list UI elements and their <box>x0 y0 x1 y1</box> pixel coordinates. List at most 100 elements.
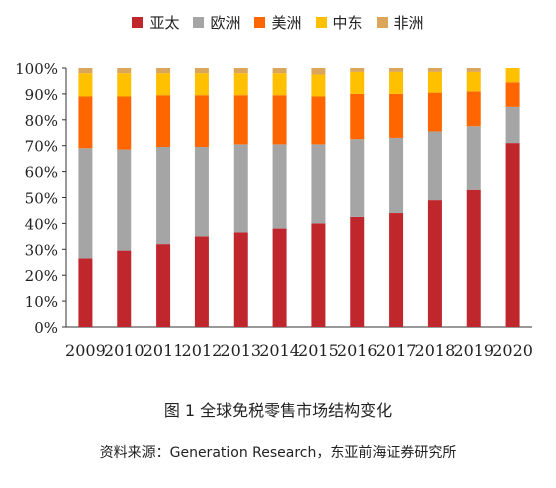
y-tick-label: 100% <box>15 60 58 78</box>
bar-segment <box>117 73 132 97</box>
legend-swatch <box>315 17 327 28</box>
y-tick-label: 30% <box>25 241 58 259</box>
bar-segment <box>505 106 520 144</box>
x-tick-label: 2014 <box>259 341 300 360</box>
x-tick-label: 2017 <box>376 341 417 360</box>
bar-segment <box>311 68 326 75</box>
bar-segment <box>233 73 248 96</box>
bar-segment <box>156 73 171 96</box>
figure-source: 资料来源：Generation Research，东亚前海证券研究所 <box>99 445 457 461</box>
legend-label: 欧洲 <box>210 14 241 32</box>
y-tick-label: 70% <box>25 138 58 156</box>
bar-segment <box>505 82 520 107</box>
y-tick-label: 90% <box>25 86 58 104</box>
bar-segment <box>117 250 132 327</box>
bar-segment <box>117 68 132 74</box>
chart-figure: 亚太 欧洲 美洲 中东 非洲 0% 10% 20% 30% 40% 50% 60% 70% 80% 90%… <box>0 12 556 360</box>
bar-segment <box>389 71 404 94</box>
bar-segment <box>466 126 481 190</box>
bar-segment <box>466 189 481 327</box>
bar-segment <box>117 149 132 251</box>
legend-label: 中东 <box>332 14 363 32</box>
legend-item: 美洲 <box>254 12 302 33</box>
bar-segment <box>156 68 171 74</box>
legend-item: 非洲 <box>376 12 424 33</box>
bar-segment <box>389 137 404 214</box>
x-tick-label: 2011 <box>143 341 184 360</box>
y-tick-label: 20% <box>25 267 58 285</box>
bar-segment <box>156 244 171 327</box>
bar-segment <box>272 68 287 74</box>
bar-segment <box>350 93 365 140</box>
bar-segment <box>311 144 326 224</box>
bar-segment <box>194 68 209 74</box>
bar-segment <box>466 71 481 92</box>
bar-segment <box>389 213 404 327</box>
legend-item: 中东 <box>315 12 363 33</box>
bar-segment <box>233 95 248 145</box>
y-tick-label: 80% <box>25 112 58 130</box>
legend-label: 亚太 <box>149 14 180 32</box>
figure-caption: 图 1 全球免税零售市场结构变化 <box>163 401 393 420</box>
bar-segment <box>427 71 442 93</box>
bar-segment <box>78 148 93 259</box>
bar-segment <box>117 96 132 150</box>
bar-segment <box>389 93 404 138</box>
bar-segment <box>194 236 209 327</box>
bar-segment <box>350 139 365 217</box>
x-tick-label: 2013 <box>220 341 261 360</box>
bar-segment <box>272 95 287 145</box>
legend-label: 美洲 <box>271 14 302 32</box>
y-tick-label: 10% <box>25 293 58 311</box>
x-tick-label: 2016 <box>337 341 378 360</box>
bar-segment <box>311 96 326 145</box>
y-tick-label: 0% <box>34 319 58 337</box>
bar-segment <box>156 146 171 245</box>
x-tick-label: 2015 <box>298 341 339 360</box>
chart-legend: 亚太 欧洲 美洲 中东 非洲 <box>0 12 556 33</box>
x-tick-label: 2019 <box>453 341 494 360</box>
y-tick-label: 60% <box>25 164 58 182</box>
bar-segment <box>233 144 248 233</box>
legend-label: 非洲 <box>393 14 424 32</box>
bar-segment <box>272 144 287 229</box>
bar-segment <box>505 143 520 327</box>
y-tick-label: 50% <box>25 190 58 208</box>
x-tick-label: 2020 <box>492 341 533 360</box>
bar-segment <box>427 131 442 201</box>
chart-plot: 0%10%20%30%40%50%60%70%80%90%100%2009201… <box>15 60 533 360</box>
bar-segment <box>272 228 287 327</box>
bar-segment <box>78 73 93 97</box>
bar-segment <box>272 73 287 96</box>
x-tick-label: 2009 <box>65 341 106 360</box>
bar-segment <box>311 223 326 327</box>
legend-swatch <box>132 17 144 28</box>
bar-segment <box>466 68 481 72</box>
bar-segment <box>233 232 248 327</box>
bar-segment <box>311 74 326 97</box>
legend-item: 欧洲 <box>193 12 240 33</box>
legend-item: 亚太 <box>132 12 179 33</box>
bar-segment <box>350 71 365 94</box>
bar-segment <box>78 258 93 327</box>
bar-segment <box>78 96 93 149</box>
legend-swatch <box>193 17 205 28</box>
bar-segment <box>466 91 481 127</box>
bar-segment <box>194 95 209 147</box>
x-tick-label: 2012 <box>182 341 223 360</box>
legend-swatch <box>376 17 388 28</box>
x-tick-label: 2018 <box>415 341 456 360</box>
y-tick-label: 40% <box>25 215 58 233</box>
bar-segment <box>427 68 442 72</box>
bar-segment <box>350 216 365 327</box>
bar-segment <box>427 200 442 327</box>
bar-segment <box>194 73 209 96</box>
x-tick-label: 2010 <box>104 341 145 360</box>
bar-segment <box>350 68 365 72</box>
bar-segment <box>78 68 93 74</box>
bar-segment <box>156 95 171 147</box>
legend-swatch <box>254 17 266 28</box>
bar-segment <box>505 68 520 83</box>
bar-segment <box>233 68 248 74</box>
bar-segment <box>194 146 209 237</box>
